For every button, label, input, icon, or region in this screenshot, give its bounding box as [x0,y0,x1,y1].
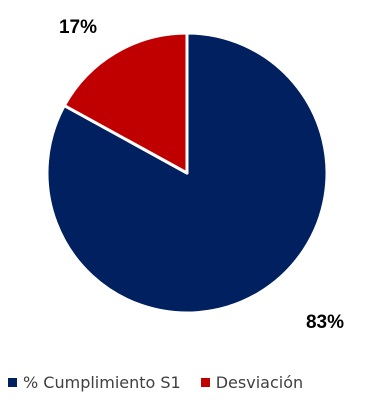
data-label-desviacion: 17% [59,17,97,38]
legend-item-desviacion: Desviación [200,373,304,392]
slice-desviacion [62,31,189,175]
pie-slices [45,31,329,315]
data-label-cumplimiento: 83% [306,312,344,333]
chart-legend: % Cumplimiento S1 Desviación [8,373,323,392]
legend-item-cumplimiento: % Cumplimiento S1 [8,373,181,392]
legend-swatch-desviacion [200,378,210,387]
legend-label-desviacion: Desviación [215,373,304,392]
legend-label-cumplimiento: % Cumplimiento S1 [23,373,181,392]
legend-swatch-cumplimiento [8,378,17,387]
pie-chart: 83% 17% [45,17,344,333]
